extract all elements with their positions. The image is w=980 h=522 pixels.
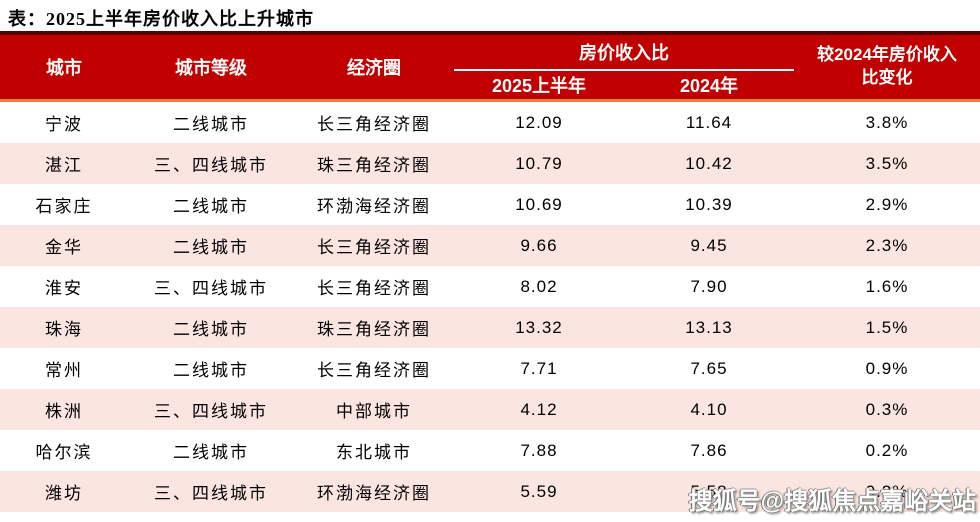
cell-city: 宁波: [45, 115, 83, 134]
cell-change: 3.5%: [865, 153, 909, 173]
cell-change: 0.9%: [865, 358, 909, 378]
cell-2025: 4.12: [520, 399, 558, 419]
cell-change: 2.9%: [865, 194, 909, 214]
cell-city: 常州: [45, 361, 83, 380]
cell-change: 0.3%: [865, 399, 909, 419]
cell-tier: 三、四线城市: [154, 484, 268, 503]
table-row: 湛江 三、四线城市 珠三角经济圈 10.79 10.42 3.5%: [0, 143, 980, 184]
cell-change: 3.8%: [865, 112, 909, 132]
cell-2024: 11.64: [685, 112, 733, 132]
cell-2024: 10.42: [685, 153, 733, 173]
cell-city: 金华: [45, 238, 83, 257]
cell-change: 0.2%: [865, 481, 909, 501]
cell-tier: 二线城市: [173, 443, 249, 462]
cell-2024: 10.39: [685, 194, 733, 214]
cell-2025: 10.79: [515, 153, 563, 173]
col-header-change-line2: 比变化: [861, 68, 913, 87]
cell-city: 湛江: [45, 156, 83, 175]
cell-circle: 东北城市: [336, 443, 412, 462]
cell-tier: 二线城市: [173, 320, 249, 339]
cell-tier: 二线城市: [173, 238, 249, 257]
cell-2025: 12.09: [515, 112, 563, 132]
cell-city: 淮安: [45, 279, 83, 298]
cell-circle: 长三角经济圈: [317, 115, 431, 134]
cell-circle: 环渤海经济圈: [317, 484, 431, 503]
table-row: 珠海 二线城市 珠三角经济圈 13.32 13.13 1.5%: [0, 307, 980, 348]
col-header-ratio-group: 房价收入比: [454, 33, 794, 71]
cell-tier: 二线城市: [173, 197, 249, 216]
col-header-2024: 2024年: [679, 76, 739, 96]
col-header-change-line1: 较2024年房价收入: [817, 45, 957, 65]
table-body: 宁波 二线城市 长三角经济圈 12.09 11.64 3.8% 湛江 三、四线城…: [0, 100, 980, 512]
cell-circle: 长三角经济圈: [317, 279, 431, 298]
cell-tier: 三、四线城市: [154, 156, 268, 175]
cell-change: 1.6%: [865, 276, 909, 296]
cell-change: 1.5%: [865, 317, 909, 337]
cell-2025: 7.71: [520, 358, 558, 378]
watermark: 搜狐号@搜狐焦点嘉峪关站: [688, 488, 976, 515]
col-header-change: 较2024年房价收入 比变化: [794, 33, 980, 101]
cell-2025: 10.69: [515, 194, 563, 214]
table-row: 株洲 三、四线城市 中部城市 4.12 4.10 0.3%: [0, 389, 980, 430]
cell-circle: 珠三角经济圈: [317, 320, 431, 339]
table-row: 石家庄 二线城市 环渤海经济圈 10.69 10.39 2.9%: [0, 184, 980, 225]
cell-city: 石家庄: [35, 197, 93, 216]
cell-2024: 7.86: [690, 440, 728, 460]
table-row: 哈尔滨 二线城市 东北城市 7.88 7.86 0.2%: [0, 430, 980, 471]
cell-city: 哈尔滨: [35, 443, 93, 462]
cell-2025: 9.66: [520, 235, 558, 255]
col-header-circle: 经济圈: [347, 58, 401, 78]
table-row: 宁波 二线城市 长三角经济圈 12.09 11.64 3.8%: [0, 100, 980, 143]
table-row: 淮安 三、四线城市 长三角经济圈 8.02 7.90 1.6%: [0, 266, 980, 307]
col-header-tier: 城市等级: [175, 58, 247, 78]
cell-circle: 长三角经济圈: [317, 361, 431, 380]
table-row: 金华 二线城市 长三角经济圈 9.66 9.45 2.3%: [0, 225, 980, 266]
table-row: 常州 二线城市 长三角经济圈 7.71 7.65 0.9%: [0, 348, 980, 389]
cell-city: 珠海: [45, 320, 83, 339]
cell-2024: 9.45: [690, 235, 728, 255]
table-row: 潍坊 三、四线城市 环渤海经济圈 5.59 5.58 0.2%: [0, 471, 980, 512]
cell-change: 0.2%: [865, 440, 909, 460]
cell-2025: 13.32: [515, 317, 563, 337]
cell-2025: 7.88: [520, 440, 558, 460]
cell-circle: 中部城市: [336, 402, 412, 421]
cell-circle: 长三角经济圈: [317, 238, 431, 257]
col-header-2025h1: 2025上半年: [491, 76, 587, 96]
cell-2024: 5.58: [690, 481, 728, 501]
cell-city: 株洲: [45, 402, 83, 421]
cell-2025: 5.59: [520, 481, 558, 501]
cell-2024: 13.13: [685, 317, 733, 337]
cell-2024: 7.65: [690, 358, 728, 378]
cell-city: 潍坊: [45, 484, 83, 503]
cell-2024: 7.90: [690, 276, 728, 296]
table-header: 城市 城市等级 经济圈 房价收入比 较2024年房价收入 比变化 2025上半年…: [0, 33, 980, 101]
cell-2024: 4.10: [690, 399, 728, 419]
cell-2025: 8.02: [520, 276, 558, 296]
cell-circle: 环渤海经济圈: [317, 197, 431, 216]
cell-circle: 珠三角经济圈: [317, 156, 431, 175]
col-header-city: 城市: [46, 58, 82, 78]
cell-change: 2.3%: [865, 235, 909, 255]
cell-tier: 三、四线城市: [154, 279, 268, 298]
price-income-ratio-table: 城市 城市等级 经济圈 房价收入比 较2024年房价收入 比变化 2025上半年…: [0, 31, 980, 512]
cell-tier: 三、四线城市: [154, 402, 268, 421]
cell-tier: 二线城市: [173, 115, 249, 134]
table-title: 表：2025上半年房价收入比上升城市: [8, 9, 314, 29]
cell-tier: 二线城市: [173, 361, 249, 380]
